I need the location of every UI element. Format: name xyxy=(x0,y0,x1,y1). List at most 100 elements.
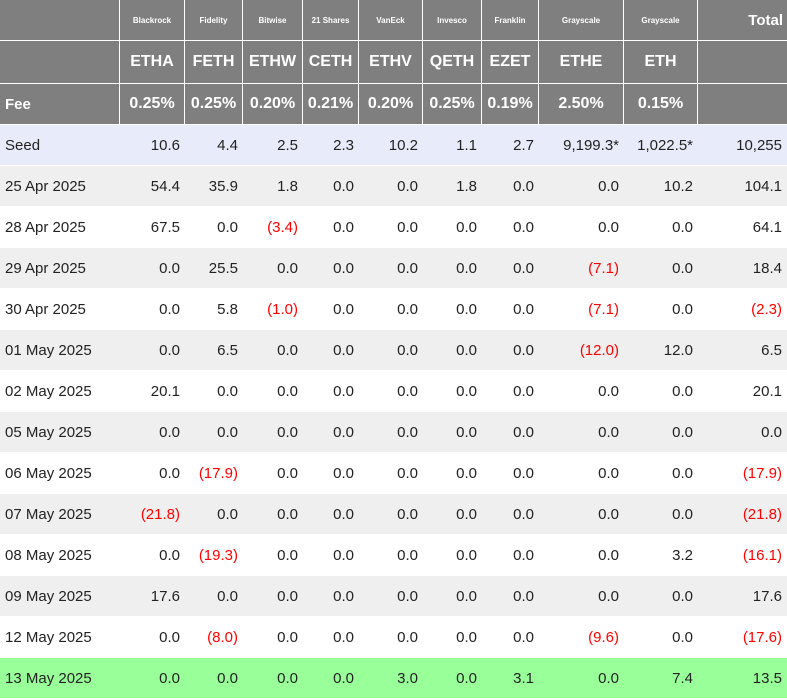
flow-cell: (7.1) xyxy=(539,288,624,329)
flow-cell: 0.0 xyxy=(359,288,423,329)
issuer-header: Franklin xyxy=(482,0,539,41)
row-date: 05 May 2025 xyxy=(0,411,120,452)
flow-cell: (9.6) xyxy=(539,616,624,657)
fee-row: Fee 0.25% 0.25% 0.20% 0.21% 0.20% 0.25% … xyxy=(0,84,787,124)
flow-cell: 0.0 xyxy=(120,657,185,698)
flow-cell: 0.0 xyxy=(539,657,624,698)
flow-cell: 0.0 xyxy=(185,657,243,698)
flow-cell: 0.0 xyxy=(539,206,624,247)
flow-cell: (12.0) xyxy=(539,329,624,370)
flow-cell: 10.6 xyxy=(120,124,185,165)
issuer-header: Bitwise xyxy=(243,0,303,41)
flow-cell: 0.0 xyxy=(303,247,359,288)
flow-cell: 0.0 xyxy=(624,288,698,329)
flow-cell: 20.1 xyxy=(120,370,185,411)
flow-cell: 0.0 xyxy=(359,616,423,657)
flow-cell: 0.0 xyxy=(359,534,423,575)
flow-cell: 0.0 xyxy=(423,329,482,370)
ticker-header: ETHW xyxy=(243,41,303,84)
row-date: 28 Apr 2025 xyxy=(0,206,120,247)
flow-cell: 0.0 xyxy=(539,165,624,206)
flow-cell: 2.5 xyxy=(243,124,303,165)
flow-cell: 0.0 xyxy=(482,288,539,329)
table-row: Seed 10.6 4.4 2.5 2.3 10.2 1.1 2.7 9,199.3* 1,022… xyxy=(0,124,787,165)
flow-cell: 0.0 xyxy=(303,411,359,452)
ticker-header: QETH xyxy=(423,41,482,84)
flow-cell: 0.0 xyxy=(482,534,539,575)
flow-cell: 67.5 xyxy=(120,206,185,247)
flow-cell: 17.6 xyxy=(120,575,185,616)
table-row: 08 May 2025 0.0 (19.3) 0.0 0.0 0.0 0.0 0.0 0.0 3.… xyxy=(0,534,787,575)
row-date: 25 Apr 2025 xyxy=(0,165,120,206)
flow-cell: 0.0 xyxy=(120,411,185,452)
row-date: 13 May 2025 xyxy=(0,657,120,698)
flow-cell: 3.2 xyxy=(624,534,698,575)
flow-cell: 1.8 xyxy=(243,165,303,206)
flow-cell: 10.2 xyxy=(624,165,698,206)
flow-cell: 0.0 xyxy=(423,206,482,247)
ticker-header: CETH xyxy=(303,41,359,84)
flow-cell: 0.0 xyxy=(539,534,624,575)
fee-total-cell xyxy=(698,84,787,124)
flow-cell: 0.0 xyxy=(423,493,482,534)
flow-cell: 0.0 xyxy=(482,165,539,206)
flow-cell: 4.4 xyxy=(185,124,243,165)
flow-cell: 0.0 xyxy=(482,370,539,411)
ticker-header: ETH xyxy=(624,41,698,84)
flow-cell: 0.0 xyxy=(359,329,423,370)
table-row: 09 May 2025 17.6 0.0 0.0 0.0 0.0 0.0 0.0 0.0 0.0 1… xyxy=(0,575,787,616)
flow-cell: 0.0 xyxy=(120,288,185,329)
table-row: 25 Apr 2025 54.4 35.9 1.8 0.0 0.0 1.8 0.0 0.0 10.… xyxy=(0,165,787,206)
flow-cell: 54.4 xyxy=(120,165,185,206)
flow-cell: 0.0 xyxy=(359,247,423,288)
flow-cell: 25.5 xyxy=(185,247,243,288)
row-total: 17.6 xyxy=(698,575,787,616)
flow-cell: (17.9) xyxy=(185,452,243,493)
flow-cell: 0.0 xyxy=(539,411,624,452)
table-header: Blackrock Fidelity Bitwise 21 Shares Van… xyxy=(0,0,787,124)
fee-value: 0.25% xyxy=(120,84,185,124)
row-total: 6.5 xyxy=(698,329,787,370)
flow-cell: 0.0 xyxy=(624,411,698,452)
row-date: 08 May 2025 xyxy=(0,534,120,575)
issuer-header: Fidelity xyxy=(185,0,243,41)
ticker-header-row: ETHA FETH ETHW CETH ETHV QETH EZET ETHE … xyxy=(0,41,787,84)
flow-cell: 0.0 xyxy=(423,452,482,493)
flow-cell: 0.0 xyxy=(359,165,423,206)
flow-cell: 0.0 xyxy=(120,329,185,370)
row-date: 02 May 2025 xyxy=(0,370,120,411)
flow-cell: 12.0 xyxy=(624,329,698,370)
fee-value: 0.25% xyxy=(423,84,482,124)
table-row: 05 May 2025 0.0 0.0 0.0 0.0 0.0 0.0 0.0 0.0 0.0 0.… xyxy=(0,411,787,452)
flow-cell: 0.0 xyxy=(359,206,423,247)
fee-value: 2.50% xyxy=(539,84,624,124)
flow-cell: 0.0 xyxy=(359,411,423,452)
ticker-header: FETH xyxy=(185,41,243,84)
row-total: (21.8) xyxy=(698,493,787,534)
issuer-header: Grayscale xyxy=(624,0,698,41)
corner-cell xyxy=(0,0,120,41)
flow-cell: (7.1) xyxy=(539,247,624,288)
flow-cell: 0.0 xyxy=(539,452,624,493)
flow-cell: (1.0) xyxy=(243,288,303,329)
flow-cell: 0.0 xyxy=(243,534,303,575)
flow-cell: 0.0 xyxy=(359,370,423,411)
flow-cell: 0.0 xyxy=(482,452,539,493)
flow-cell: 0.0 xyxy=(423,575,482,616)
flow-cell: 0.0 xyxy=(243,247,303,288)
flow-cell: 0.0 xyxy=(243,452,303,493)
flow-cell: 0.0 xyxy=(624,575,698,616)
flow-cell: 0.0 xyxy=(482,616,539,657)
table-row: 12 May 2025 0.0 (8.0) 0.0 0.0 0.0 0.0 0.0 (9.6) 0… xyxy=(0,616,787,657)
flow-cell: 0.0 xyxy=(624,452,698,493)
fee-value: 0.19% xyxy=(482,84,539,124)
flow-cell: (21.8) xyxy=(120,493,185,534)
row-total: 13.5 xyxy=(698,657,787,698)
row-total: 20.1 xyxy=(698,370,787,411)
table-body: Seed 10.6 4.4 2.5 2.3 10.2 1.1 2.7 9,199.3* 1,022… xyxy=(0,124,787,698)
flow-cell: 2.3 xyxy=(303,124,359,165)
row-date: 01 May 2025 xyxy=(0,329,120,370)
fee-value: 0.21% xyxy=(303,84,359,124)
row-total: 64.1 xyxy=(698,206,787,247)
flow-cell: 0.0 xyxy=(243,493,303,534)
